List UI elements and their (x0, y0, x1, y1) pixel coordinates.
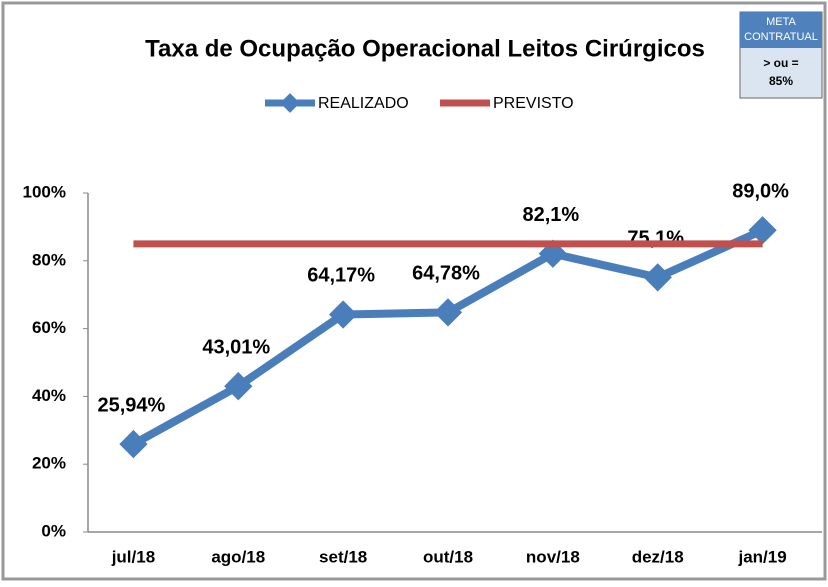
data-label: 82,1% (522, 204, 579, 226)
x-tick-label: dez/18 (632, 547, 684, 566)
y-tick-label: 100% (23, 182, 66, 201)
meta-header: META (766, 16, 796, 28)
y-tick-label: 60% (32, 318, 66, 337)
point-marker (643, 263, 672, 292)
x-tick-label: nov/18 (526, 547, 580, 566)
x-tick-label: out/18 (423, 547, 473, 566)
legend-label: PREVISTO (493, 95, 574, 112)
y-tick-label: 40% (32, 386, 66, 405)
meta-text: > ou = (763, 56, 798, 70)
meta-header-bg (740, 12, 822, 48)
y-tick-label: 0% (41, 521, 66, 540)
y-tick-label: 80% (32, 250, 66, 269)
chart-title: Taxa de Ocupação Operacional Leitos Cirú… (145, 35, 705, 62)
legend-label: REALIZADO (318, 95, 409, 112)
meta-header: CONTRATUAL (744, 31, 818, 43)
point-marker (748, 216, 777, 245)
x-tick-label: jan/19 (737, 547, 786, 566)
meta-text: 85% (769, 74, 793, 88)
data-label: 64,17% (307, 265, 375, 287)
point-marker (329, 300, 358, 329)
y-tick-label: 20% (32, 454, 66, 473)
point-marker (433, 298, 463, 327)
data-label: 43,01% (202, 336, 270, 358)
x-tick-label: jul/18 (111, 547, 155, 566)
data-label: 89,0% (732, 181, 789, 203)
data-label: 64,78% (412, 263, 480, 285)
data-label: 25,94% (98, 394, 166, 416)
x-tick-label: set/18 (319, 547, 367, 566)
legend-marker (280, 93, 300, 113)
x-tick-label: ago/18 (211, 547, 265, 566)
